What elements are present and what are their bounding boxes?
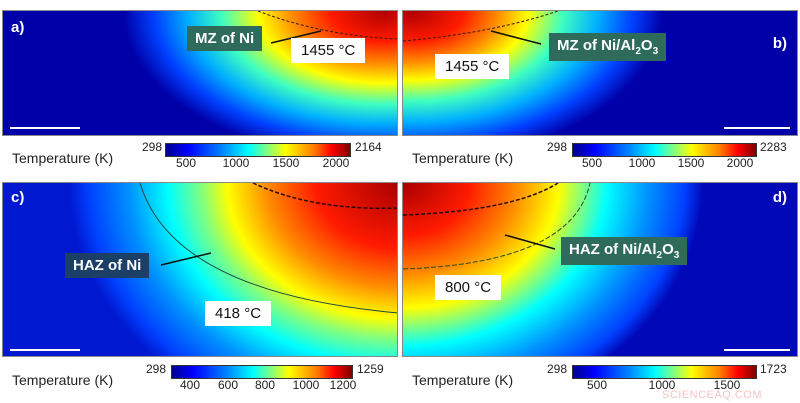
colorbar-d: Temperature (K) 298 1723 500 1000 1500 bbox=[400, 362, 800, 402]
colorbar-gradient bbox=[572, 143, 757, 157]
colorbar-min: 298 bbox=[146, 362, 167, 376]
panel-d-heatmap: d) HAZ of Ni/Al2O3 800 °C bbox=[402, 182, 798, 357]
subscript: 2 bbox=[635, 46, 641, 57]
colorbar-tick: 1000 bbox=[628, 156, 656, 170]
haz-callout: HAZ of Ni bbox=[65, 253, 150, 278]
panel-label: b) bbox=[772, 35, 787, 52]
colorbar-tick: 1200 bbox=[329, 378, 357, 392]
subscript: 3 bbox=[652, 46, 659, 57]
haz-callout: HAZ of Ni/Al2O3 bbox=[561, 237, 688, 265]
colorbar-title: Temperature (K) bbox=[12, 372, 114, 388]
colorbar-tick: 1500 bbox=[272, 156, 300, 170]
colorbar-title: Temperature (K) bbox=[412, 150, 514, 166]
colorbar-tick: 1000 bbox=[648, 378, 676, 392]
colorbar-gradient bbox=[572, 365, 757, 379]
watermark: SCIENCEAQ.COM bbox=[661, 389, 762, 401]
colorbar-tick: 800 bbox=[254, 378, 276, 392]
colorbar-gradient bbox=[165, 143, 351, 157]
colorbar-tick: 600 bbox=[217, 378, 239, 392]
colorbar-tick: 1500 bbox=[677, 156, 705, 170]
scale-bar bbox=[724, 349, 790, 351]
colorbar-b: Temperature (K) 298 2283 500 1000 1500 2… bbox=[400, 140, 800, 180]
isotherm-temp-label: 418 °C bbox=[205, 301, 272, 326]
colorbar-max: 1259 bbox=[357, 362, 384, 376]
colorbar-tick: 400 bbox=[179, 378, 201, 392]
colorbar-min: 298 bbox=[547, 140, 568, 154]
scale-bar bbox=[10, 349, 80, 351]
isotherm-temp-label: 1455 °C bbox=[435, 54, 510, 79]
colorbar-title: Temperature (K) bbox=[12, 150, 114, 166]
scale-bar bbox=[10, 127, 80, 129]
colorbar-min: 298 bbox=[142, 140, 163, 154]
callout-text: HAZ of Ni/Al bbox=[569, 241, 657, 258]
colorbar-tick: 2000 bbox=[322, 156, 350, 170]
colorbar-tick: 500 bbox=[586, 378, 608, 392]
colorbar-tick: 1000 bbox=[222, 156, 250, 170]
colorbar-tick: 2000 bbox=[726, 156, 754, 170]
panel-label: a) bbox=[11, 19, 25, 36]
subscript: 3 bbox=[673, 250, 680, 261]
colorbar-gradient bbox=[171, 365, 353, 379]
callout-text: O bbox=[662, 241, 674, 258]
panel-b-heatmap: b) MZ of Ni/Al2O3 1455 °C bbox=[402, 10, 798, 136]
panel-label: d) bbox=[772, 189, 787, 206]
colorbar-max: 2164 bbox=[355, 140, 382, 154]
isotherm-temp-label: 1455 °C bbox=[291, 38, 366, 63]
colorbar-c: Temperature (K) 298 1259 400 600 800 100… bbox=[0, 362, 400, 402]
panel-label: c) bbox=[11, 189, 25, 206]
isotherm-temp-label: 800 °C bbox=[435, 275, 502, 300]
colorbar-title: Temperature (K) bbox=[412, 372, 514, 388]
colorbar-max: 2283 bbox=[760, 140, 787, 154]
callout-text: MZ of Ni/Al bbox=[557, 37, 636, 54]
colorbar-tick: 1500 bbox=[713, 378, 741, 392]
subscript: 2 bbox=[656, 250, 663, 261]
colorbar-tick: 1000 bbox=[292, 378, 320, 392]
isotherm-lines bbox=[403, 183, 591, 270]
scale-bar bbox=[724, 127, 790, 129]
panel-a-heatmap: a) MZ of Ni 1455 °C bbox=[2, 10, 398, 136]
panel-c-heatmap: c) HAZ of Ni 418 °C bbox=[2, 182, 398, 357]
isotherm-lines bbox=[403, 11, 559, 45]
mz-callout: MZ of Ni/Al2O3 bbox=[549, 33, 667, 61]
colorbar-max: 1723 bbox=[760, 362, 787, 376]
colorbar-tick: 500 bbox=[581, 156, 603, 170]
isotherm-lines bbox=[139, 183, 397, 314]
colorbar-a: Temperature (K) 298 2164 500 1000 1500 2… bbox=[0, 140, 400, 180]
isotherm-lines bbox=[257, 11, 397, 44]
callout-text: O bbox=[640, 37, 653, 54]
colorbar-min: 298 bbox=[547, 362, 568, 376]
mz-callout: MZ of Ni bbox=[187, 26, 263, 51]
colorbar-tick: 500 bbox=[175, 156, 197, 170]
